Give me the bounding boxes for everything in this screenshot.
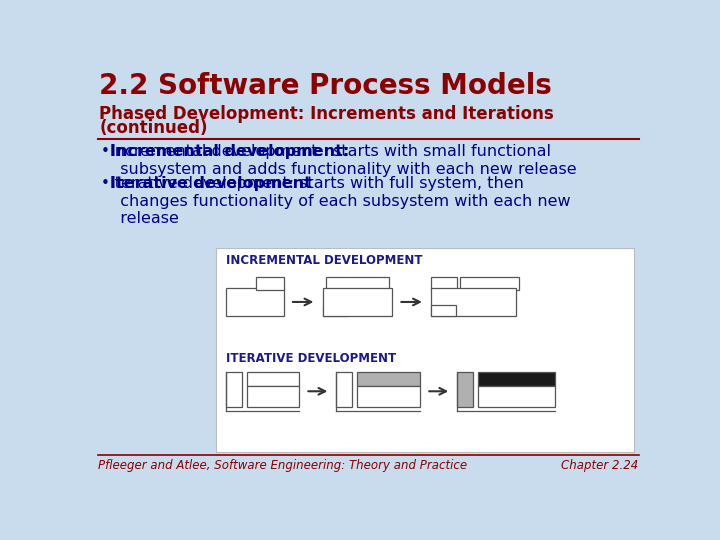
- Bar: [477, 372, 555, 386]
- Bar: [215, 248, 634, 452]
- Bar: [323, 305, 347, 316]
- Bar: [323, 288, 392, 316]
- Bar: [477, 386, 555, 408]
- Bar: [431, 288, 516, 316]
- Text: Iterative development: starts with full system, then
  changes functionality of : Iterative development: starts with full …: [110, 177, 571, 226]
- Text: Incremental development:: Incremental development:: [110, 144, 349, 159]
- Bar: [457, 372, 473, 408]
- Text: INCREMENTAL DEVELOPMENT: INCREMENTAL DEVELOPMENT: [226, 254, 423, 267]
- Text: Pfleeger and Atlee, Software Engineering: Theory and Practice: Pfleeger and Atlee, Software Engineering…: [98, 459, 467, 472]
- Bar: [256, 278, 284, 289]
- Bar: [431, 305, 456, 316]
- Bar: [356, 372, 420, 386]
- Text: Chapter 2.24: Chapter 2.24: [562, 459, 639, 472]
- Text: Phased Development: Increments and Iterations: Phased Development: Increments and Itera…: [99, 105, 554, 123]
- Bar: [226, 288, 284, 316]
- Bar: [461, 278, 519, 289]
- Text: Incremental development:  starts with small functional
  subsystem and adds func: Incremental development: starts with sma…: [110, 144, 577, 177]
- Text: ITERATIVE DEVELOPMENT: ITERATIVE DEVELOPMENT: [226, 352, 397, 365]
- Text: 2.2 Software Process Models: 2.2 Software Process Models: [99, 72, 552, 100]
- Bar: [246, 372, 300, 386]
- Text: •: •: [101, 144, 109, 159]
- Bar: [356, 386, 420, 408]
- Bar: [336, 372, 352, 408]
- Text: (continued): (continued): [99, 119, 208, 137]
- Text: Iterative development: Iterative development: [110, 177, 312, 192]
- Bar: [226, 372, 242, 408]
- Bar: [431, 278, 457, 289]
- Bar: [246, 386, 300, 408]
- Text: •: •: [101, 177, 109, 192]
- Bar: [325, 278, 389, 289]
